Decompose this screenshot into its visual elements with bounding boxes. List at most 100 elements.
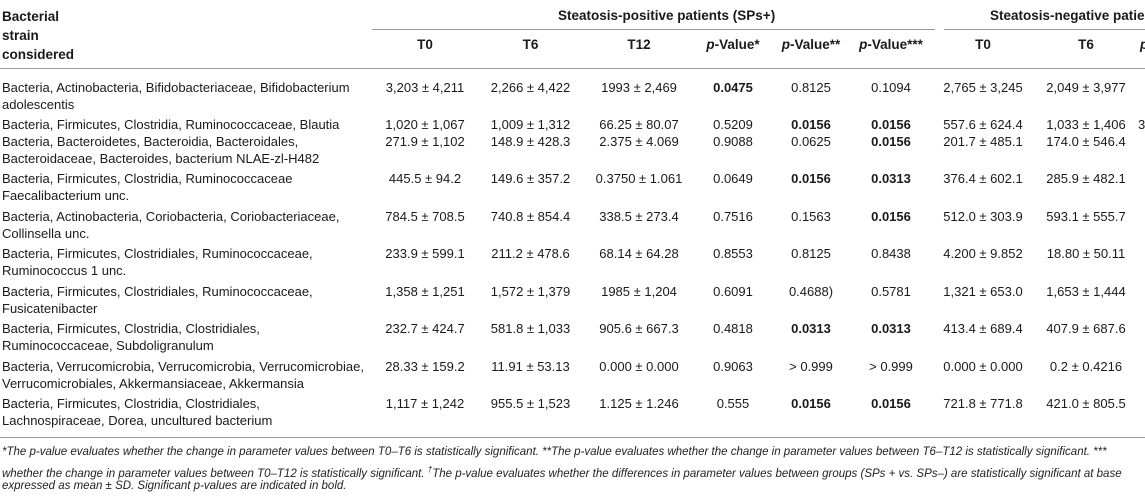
cell-t6: 148.9 ± 428.3 (490, 134, 571, 149)
cell-t6: 211.2 ± 478.6 (491, 246, 570, 261)
strain-name: Bacteria, Firmicutes, Clostridiales, Rum… (2, 246, 313, 278)
cell-n-t6: 407.9 ± 687.6 (1046, 321, 1126, 336)
cell-t12: 1.125 ± 1.246 (599, 396, 679, 411)
cell-p1: 0.8553 (713, 246, 753, 261)
cell-p2: 0.0156 (791, 396, 831, 411)
cell-t0: 233.9 ± 599.1 (385, 246, 465, 261)
cell-p3: 0.5781 (871, 284, 911, 299)
group-underline-negative (944, 29, 1145, 30)
cell-p2: 0.0313 (791, 321, 831, 336)
cell-p2: 0.0156 (791, 171, 831, 186)
cell-t12: 66.25 ± 80.07 (599, 117, 679, 132)
group-underline-positive (372, 29, 935, 30)
cell-n-t0: 201.7 ± 485.1 (943, 134, 1023, 149)
cell-p2: 0.8125 (791, 80, 831, 95)
col-header-pvalue-2: p-Value** (772, 36, 850, 53)
cell-p3: 0.0313 (871, 171, 911, 186)
cell-p2: 0.0156 (791, 117, 831, 132)
cell-t12: 905.6 ± 667.3 (599, 321, 679, 336)
cell-t6: 11.91 ± 53.13 (491, 359, 570, 374)
header-bottom-rule (0, 68, 1145, 69)
col-header-t0: T0 (417, 37, 433, 52)
cell-n-t0: 413.4 ± 689.4 (943, 321, 1023, 336)
p-italic-1: p (706, 37, 715, 52)
col-header-neg-t6: T6 (1078, 37, 1094, 52)
cell-t6: 955.5 ± 1,523 (490, 396, 571, 411)
cell-t6: 2,266 ± 4,422 (490, 80, 571, 95)
cell-p3: 0.0313 (871, 321, 911, 336)
table-bottom-rule (0, 437, 1145, 438)
footnote-line-2: whether the change in parameter values b… (2, 465, 1122, 480)
cell-t6: 149.6 ± 357.2 (490, 171, 571, 186)
cell-t0: 445.5 ± 94.2 (388, 171, 462, 186)
p-suffix-2: -Value** (789, 37, 841, 52)
cell-t12: 338.5 ± 273.4 (599, 209, 679, 224)
cell-n-t0: 4.200 ± 9.852 (943, 246, 1023, 261)
cell-p1: 0.9088 (713, 134, 753, 149)
cell-p2: 0.4688) (788, 284, 834, 299)
cell-n-t0: 512.0 ± 303.9 (943, 209, 1023, 224)
strain-name: Bacteria, Firmicutes, Clostridiales, Rum… (2, 284, 313, 316)
footnote-line-1: *The p-value evaluates whether the chang… (2, 446, 1107, 458)
cell-t6: 1,009 ± 1,312 (490, 117, 571, 132)
cell-n-t6: 0.2 ± 0.4216 (1049, 359, 1123, 374)
cell-t12: 1993 ± 2,469 (601, 80, 677, 95)
cell-t0: 3,203 ± 4,211 (385, 80, 465, 95)
strain-header-line-1: Bacterial (2, 9, 60, 24)
strain-name: Bacteria, Verrucomicrobia, Verrucomicrob… (2, 359, 364, 391)
cell-n-t6: 1,653 ± 1,444 (1046, 284, 1126, 299)
cell-n-t6: 593.1 ± 555.7 (1046, 209, 1126, 224)
cell-t6: 740.8 ± 854.4 (490, 209, 571, 224)
p-suffix-1: -Value* (714, 37, 760, 52)
cell-p1: 0.4818 (713, 321, 753, 336)
cell-n-t0: 1,321 ± 653.0 (943, 284, 1023, 299)
cell-t0: 232.7 ± 424.7 (385, 321, 465, 336)
cell-t0: 1,358 ± 1,251 (385, 284, 465, 299)
strain-name: Bacteria, Actinobacteria, Coriobacteria,… (2, 209, 340, 241)
strain-column-header: Bacterial strain considered (2, 7, 74, 64)
cell-p1: 0.7516 (713, 209, 753, 224)
cell-p3: 0.1094 (871, 80, 911, 95)
cell-n-t6: 1,033 ± 1,406 (1046, 117, 1126, 132)
cell-n-t6: 174.0 ± 546.4 (1046, 134, 1126, 149)
cell-t0: 1,117 ± 1,242 (385, 396, 465, 411)
cell-t6: 581.8 ± 1,033 (490, 321, 571, 336)
cell-n-t6: 18.80 ± 50.11 (1046, 246, 1126, 261)
p-italic-3: p (859, 37, 868, 52)
strain-name: Bacteria, Actinobacteria, Bifidobacteria… (2, 80, 350, 112)
cell-p1: 0.555 (716, 396, 750, 411)
cell-p1: 0.6091 (713, 284, 753, 299)
cell-n-t6: 421.0 ± 805.5 (1046, 396, 1126, 411)
col-header-pvalue-3: p-Value*** (850, 36, 932, 53)
cell-p1: 0.5209 (713, 117, 753, 132)
cell-t12: 0.000 ± 0.000 (599, 359, 679, 374)
cell-t12: 0.3750 ± 1.061 (595, 171, 683, 186)
cell-t0: 28.33 ± 159.2 (385, 359, 465, 374)
strain-header-line-2: strain (2, 28, 39, 43)
p-suffix-3: -Value*** (867, 37, 923, 52)
footnote-line-3: expressed as mean ± SD. Significant p-va… (2, 480, 347, 492)
cell-n-t6: 2,049 ± 3,977 (1046, 80, 1126, 95)
cell-p3: 0.0156 (871, 209, 911, 224)
col-header-t6: T6 (522, 37, 539, 52)
strain-name: Bacteria, Firmicutes, Clostridia, Clostr… (2, 321, 260, 353)
strain-name: Bacteria, Firmicutes, Clostridia, Rumino… (2, 171, 293, 203)
cell-p3: 0.0156 (871, 134, 911, 149)
cell-n-t0: 376.4 ± 602.1 (943, 171, 1023, 186)
steatosis-negative-group-header: Steatosis-negative patie (990, 8, 1145, 23)
cell-n-cut: 3 (1138, 117, 1145, 132)
strain-name: Bacteria, Firmicutes, Clostridia, Rumino… (2, 117, 340, 132)
cell-t0: 1,020 ± 1,067 (385, 117, 465, 132)
steatosis-positive-group-header: Steatosis-positive patients (SPs+) (558, 8, 776, 23)
col-header-pvalue-1: p-Value* (696, 36, 770, 53)
cell-t0: 784.5 ± 708.5 (385, 209, 465, 224)
cell-n-t0: 721.8 ± 771.8 (943, 396, 1023, 411)
cell-p2: > 0.999 (789, 359, 833, 374)
cell-t12: 1985 ± 1,204 (601, 284, 677, 299)
p-italic-neg: p (1140, 37, 1145, 52)
col-header-t12: T12 (627, 37, 651, 52)
p-italic-2: p (781, 37, 790, 52)
cell-n-t0: 0.000 ± 0.000 (943, 359, 1023, 374)
cell-p3: 0.0156 (871, 117, 911, 132)
